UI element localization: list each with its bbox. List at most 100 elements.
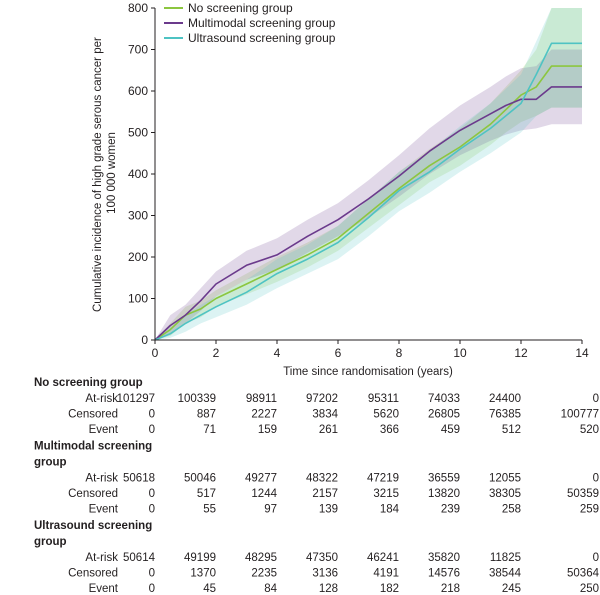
risk-row-label: Event [89, 504, 119, 516]
risk-cell-value: 258 [502, 504, 521, 516]
legend-label-multimodal-screening-group: Multimodal screening group [188, 16, 336, 30]
risk-cell-value: 0 [593, 473, 599, 485]
risk-cell-value: 46241 [367, 552, 399, 564]
risk-cell-value: 2157 [312, 488, 338, 500]
risk-cell-value: 182 [380, 583, 399, 595]
series-line-no-screening-group [154, 65, 582, 341]
x-tick-label: 6 [335, 346, 342, 360]
risk-cell-value: 48295 [245, 552, 277, 564]
risk-cell-value: 26805 [428, 409, 460, 421]
risk-cell-value: 3136 [312, 568, 338, 580]
legend-label-ultrasound-screening-group: Ultrasound screening group [188, 31, 336, 45]
risk-cell-value: 14576 [428, 568, 460, 580]
risk-cell-value: 49199 [184, 552, 216, 564]
x-tick-label: 8 [396, 346, 403, 360]
x-tick-label: 12 [514, 346, 528, 360]
risk-cell-value: 250 [580, 583, 599, 595]
risk-cell-value: 50359 [567, 488, 599, 500]
risk-cell-value: 259 [580, 504, 599, 516]
risk-cell-value: 45 [203, 583, 216, 595]
risk-cell-value: 97 [264, 504, 277, 516]
risk-row-label: At-risk [85, 552, 118, 564]
risk-cell-value: 5620 [373, 409, 399, 421]
x-tick-label: 0 [152, 346, 159, 360]
risk-row-label: Censored [68, 488, 118, 500]
risk-cell-value: 98911 [246, 393, 277, 405]
x-tick-label: 4 [274, 346, 281, 360]
risk-row-label: Censored [68, 568, 118, 580]
y-tick-label: 200 [128, 250, 148, 264]
y-axis-title-line-1: Cumulative incidence of high grade serou… [92, 37, 104, 312]
risk-cell-value: 459 [441, 424, 460, 436]
risk-cell-value: 0 [593, 393, 599, 405]
risk-row-label: At-risk [85, 473, 118, 485]
risk-cell-value: 887 [197, 409, 216, 421]
risk-row-label: At-risk [85, 393, 118, 405]
y-axis-title-line-2: 100 000 women [106, 132, 118, 214]
ci-band-no-screening-group [155, 8, 582, 340]
risk-cell-value: 101297 [117, 393, 155, 405]
risk-cell-value: 239 [441, 504, 460, 516]
risk-cell-value: 95311 [368, 393, 399, 405]
risk-cell-value: 74033 [428, 393, 460, 405]
series-line-multimodal-screening-group [154, 86, 582, 341]
risk-cell-value: 218 [441, 583, 460, 595]
risk-cell-value: 0 [593, 552, 599, 564]
risk-group-title: Multimodal screening [34, 441, 152, 453]
risk-cell-value: 245 [502, 583, 521, 595]
risk-cell-value: 38305 [489, 488, 521, 500]
risk-cell-value: 24400 [489, 393, 521, 405]
risk-cell-value: 366 [380, 424, 399, 436]
risk-cell-value: 36559 [428, 473, 460, 485]
risk-cell-value: 2235 [251, 568, 277, 580]
risk-group-title: group [34, 457, 67, 469]
y-tick-label: 400 [128, 167, 148, 181]
y-tick-label: 700 [128, 43, 148, 57]
risk-row-label: Censored [68, 409, 118, 421]
risk-cell-value: 13820 [428, 488, 460, 500]
risk-cell-value: 0 [149, 568, 155, 580]
series-line-ultrasound-screening-group [154, 42, 582, 341]
risk-cell-value: 76385 [489, 409, 521, 421]
risk-cell-value: 139 [319, 504, 338, 516]
risk-cell-value: 100777 [561, 409, 599, 421]
x-axis-title: Time since randomisation (years) [283, 366, 453, 378]
y-tick-label: 800 [128, 1, 148, 15]
risk-cell-value: 55 [203, 504, 216, 516]
x-tick-label: 14 [575, 346, 589, 360]
y-tick-label: 0 [141, 333, 148, 347]
risk-cell-value: 184 [380, 504, 400, 516]
risk-cell-value: 3834 [312, 409, 338, 421]
risk-group-title: No screening group [34, 377, 143, 389]
risk-cell-value: 11825 [490, 552, 521, 564]
plot-area: 0 100 200 300 400 500 600 700 800 0 2 4 6 8 10 12 14 [128, 1, 589, 360]
risk-cell-value: 261 [319, 424, 338, 436]
risk-cell-value: 35820 [428, 552, 460, 564]
risk-cell-value: 520 [580, 424, 599, 436]
risk-row-label: Event [89, 424, 119, 436]
risk-cell-value: 49277 [245, 473, 277, 485]
risk-cell-value: 50618 [123, 473, 155, 485]
risk-cell-value: 100339 [178, 393, 216, 405]
risk-cell-value: 512 [502, 424, 521, 436]
risk-group-title: Ultrasound screening [34, 520, 152, 532]
risk-cell-value: 4191 [373, 568, 399, 580]
risk-cell-value: 47350 [306, 552, 338, 564]
risk-cell-value: 48322 [306, 473, 338, 485]
risk-cell-value: 71 [203, 424, 216, 436]
x-tick-label: 2 [213, 346, 220, 360]
risk-cell-value: 0 [149, 504, 155, 516]
risk-cell-value: 50364 [567, 568, 600, 580]
risk-cell-value: 97202 [306, 393, 338, 405]
y-tick-label: 600 [128, 84, 148, 98]
risk-cell-value: 0 [149, 409, 155, 421]
risk-cell-value: 3215 [373, 488, 399, 500]
risk-cell-value: 128 [319, 583, 338, 595]
risk-cell-value: 159 [258, 424, 277, 436]
risk-cell-value: 12055 [489, 473, 521, 485]
y-tick-label: 100 [128, 292, 148, 306]
y-tick-label: 300 [128, 209, 148, 223]
